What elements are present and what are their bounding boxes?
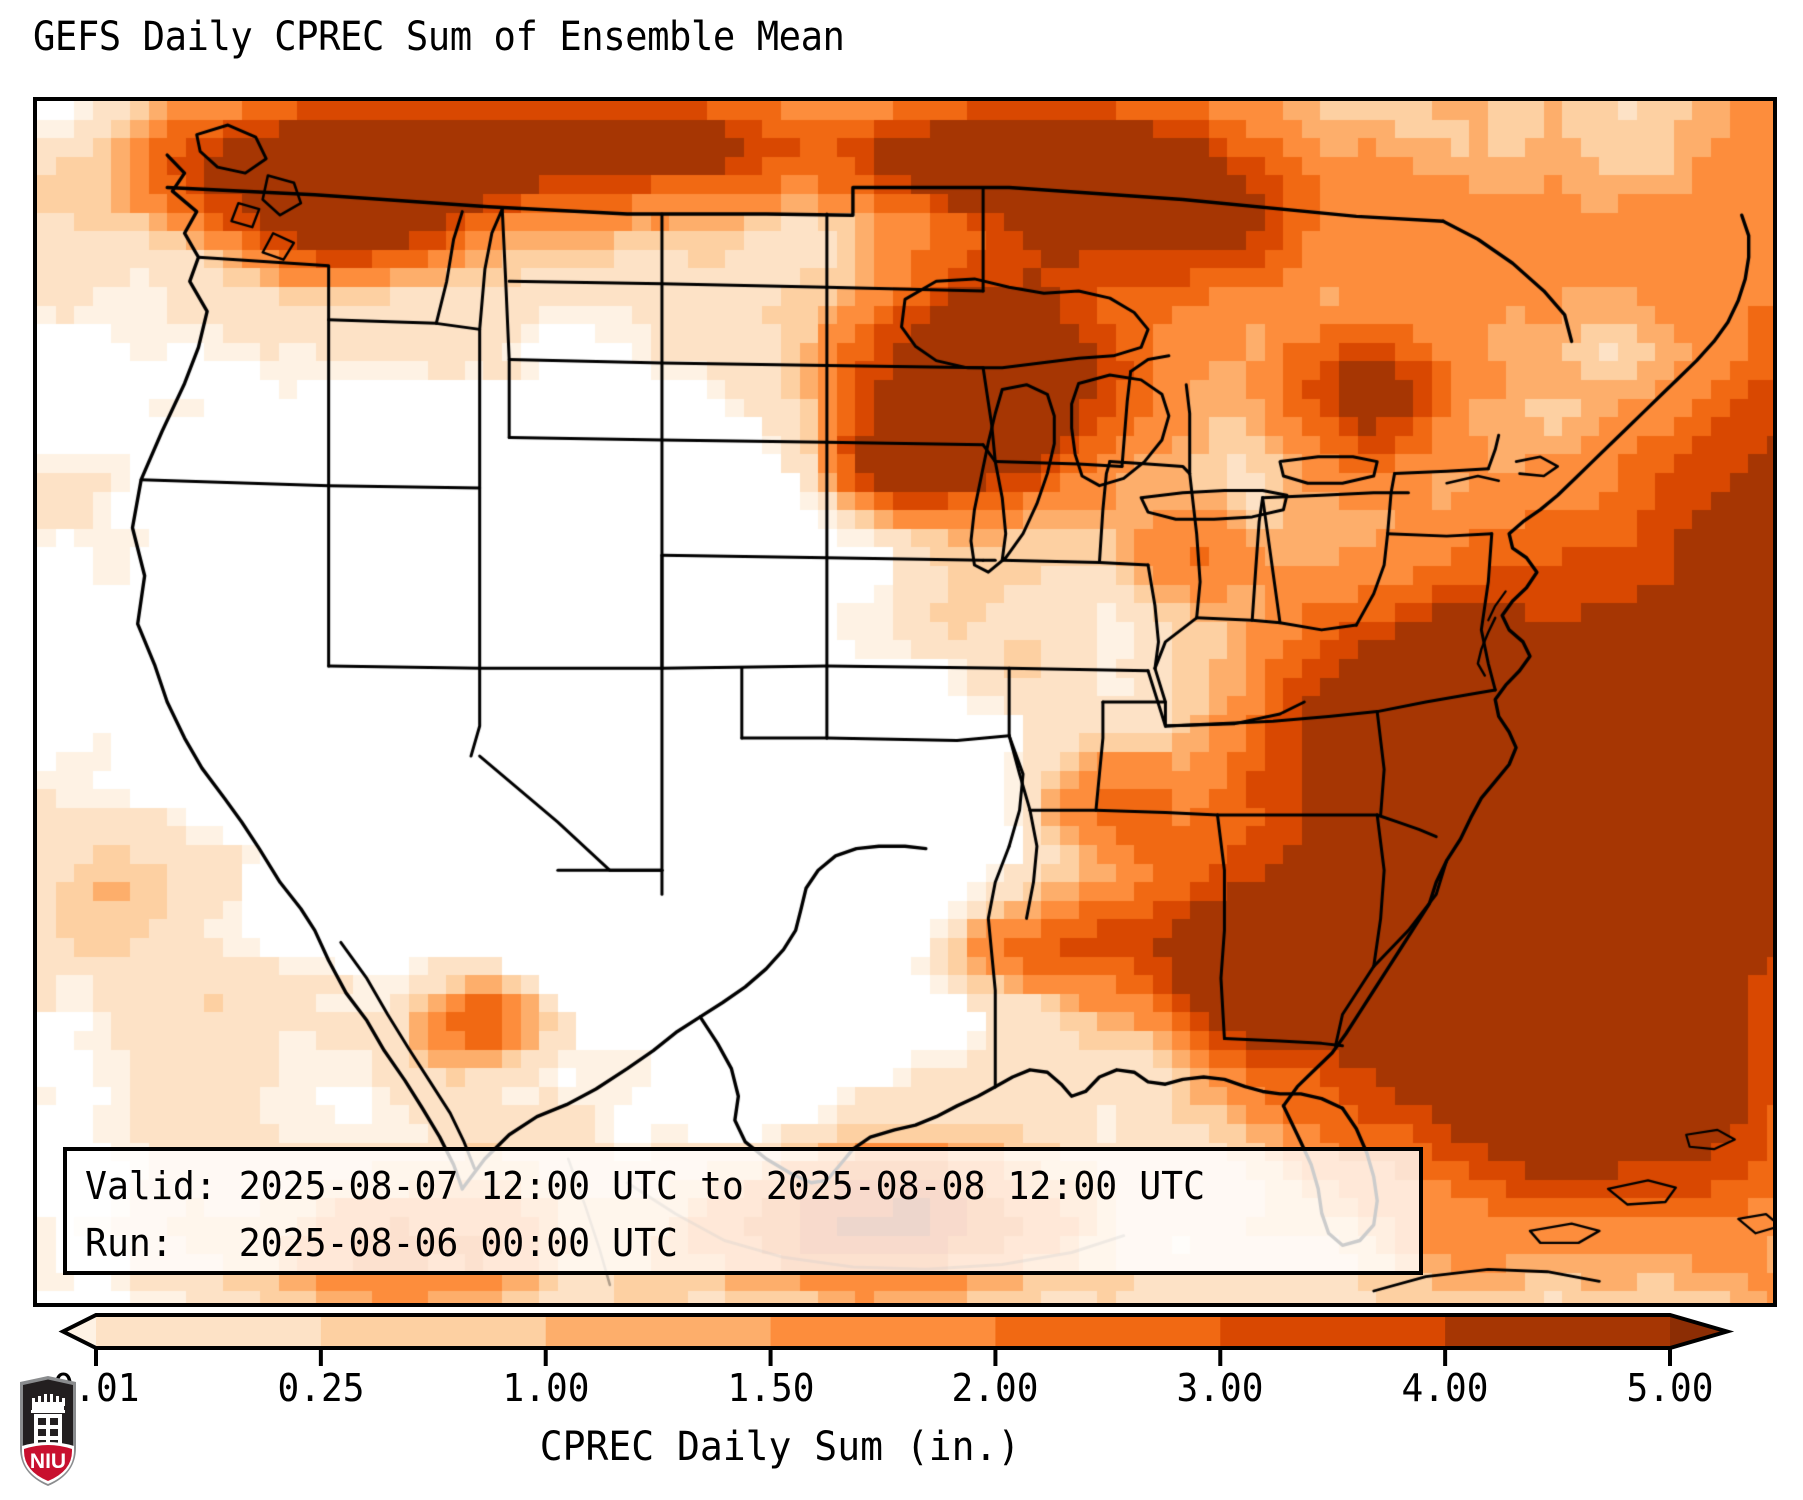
colorbar-tick-4p00: 4.00 <box>1401 1366 1489 1410</box>
forecast-info-box: Valid: 2025-08-07 12:00 UTC to 2025-08-0… <box>63 1147 1423 1275</box>
colorbar <box>0 1306 1803 1376</box>
colorbar-tick-3p00: 3.00 <box>1176 1366 1264 1410</box>
niu-logo-text: NIU <box>30 1450 66 1473</box>
valid-time-line: Valid: 2025-08-07 12:00 UTC to 2025-08-0… <box>85 1164 1206 1208</box>
colorbar-tick-1p00: 1.00 <box>502 1366 590 1410</box>
run-time-line: Run: 2025-08-06 00:00 UTC <box>85 1221 679 1265</box>
colorbar-axis-label: CPREC Daily Sum (in.) <box>539 1424 1021 1470</box>
page-title: GEFS Daily CPREC Sum of Ensemble Mean <box>33 14 845 60</box>
precipitation-map[interactable] <box>33 97 1777 1307</box>
map-raster <box>37 101 1773 1303</box>
colorbar-tick-2p00: 2.00 <box>951 1366 1039 1410</box>
colorbar-tick-1p50: 1.50 <box>727 1366 815 1410</box>
niu-logo: NIU <box>20 1376 76 1486</box>
colorbar-graphic <box>58 1313 1735 1366</box>
colorbar-tick-0p25: 0.25 <box>277 1366 365 1410</box>
colorbar-tick-5p00: 5.00 <box>1626 1366 1714 1410</box>
